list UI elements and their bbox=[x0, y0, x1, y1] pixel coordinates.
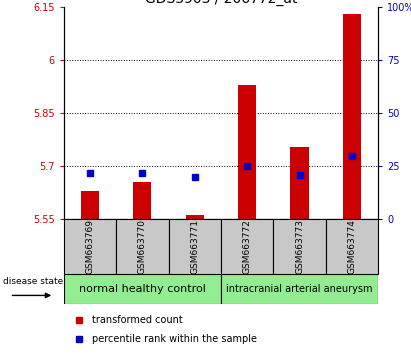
Bar bbox=[221, 274, 378, 304]
Bar bbox=[343, 14, 361, 219]
Bar bbox=[64, 219, 116, 274]
Text: transformed count: transformed count bbox=[92, 315, 183, 325]
Text: GSM663769: GSM663769 bbox=[85, 219, 95, 274]
Bar bbox=[133, 182, 152, 219]
Bar bbox=[169, 219, 221, 274]
Bar bbox=[273, 219, 326, 274]
Text: GSM663771: GSM663771 bbox=[190, 219, 199, 274]
Title: GDS3903 / 206772_at: GDS3903 / 206772_at bbox=[145, 0, 297, 6]
Bar bbox=[64, 274, 221, 304]
Text: GSM663773: GSM663773 bbox=[295, 219, 304, 274]
Text: GSM663774: GSM663774 bbox=[347, 219, 356, 274]
Bar bbox=[81, 191, 99, 219]
Text: disease state: disease state bbox=[3, 278, 63, 286]
Bar bbox=[185, 215, 204, 219]
Text: percentile rank within the sample: percentile rank within the sample bbox=[92, 333, 257, 344]
Text: normal healthy control: normal healthy control bbox=[79, 284, 206, 295]
Text: intracranial arterial aneurysm: intracranial arterial aneurysm bbox=[226, 284, 373, 295]
Bar bbox=[116, 219, 169, 274]
Bar bbox=[221, 219, 273, 274]
Bar bbox=[290, 147, 309, 219]
Bar bbox=[238, 85, 256, 219]
Bar bbox=[326, 219, 378, 274]
Text: GSM663770: GSM663770 bbox=[138, 219, 147, 274]
Text: GSM663772: GSM663772 bbox=[242, 219, 252, 274]
